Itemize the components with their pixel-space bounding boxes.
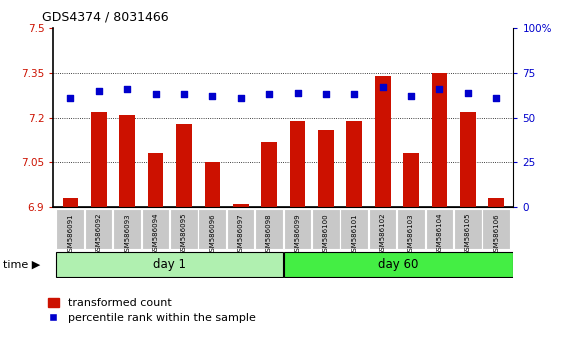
- Bar: [489, 198, 504, 207]
- Text: GSM586095: GSM586095: [181, 213, 187, 256]
- Bar: [57, 252, 283, 278]
- Point: [208, 93, 217, 99]
- Bar: [170, 209, 197, 249]
- Bar: [57, 209, 84, 249]
- Bar: [233, 204, 249, 207]
- Point: [66, 95, 75, 101]
- Point: [151, 92, 160, 97]
- Point: [492, 95, 501, 101]
- Text: GSM586104: GSM586104: [436, 213, 443, 256]
- Bar: [119, 115, 135, 207]
- Point: [435, 86, 444, 92]
- Bar: [62, 198, 78, 207]
- Bar: [312, 209, 339, 249]
- Point: [378, 85, 387, 90]
- Bar: [261, 142, 277, 207]
- Text: GSM586103: GSM586103: [408, 213, 414, 256]
- Bar: [369, 209, 396, 249]
- Bar: [284, 252, 513, 278]
- Bar: [289, 121, 305, 207]
- Bar: [113, 209, 141, 249]
- Bar: [284, 209, 311, 249]
- Text: GSM586100: GSM586100: [323, 213, 329, 256]
- Point: [265, 92, 274, 97]
- Bar: [205, 162, 220, 207]
- Bar: [426, 209, 453, 249]
- Bar: [255, 209, 283, 249]
- Text: GSM586097: GSM586097: [238, 213, 243, 256]
- Text: GSM586099: GSM586099: [295, 213, 301, 256]
- Bar: [148, 153, 163, 207]
- Text: GSM586105: GSM586105: [465, 213, 471, 256]
- Bar: [375, 76, 390, 207]
- Bar: [431, 73, 447, 207]
- Text: GSM586091: GSM586091: [67, 213, 73, 256]
- Bar: [454, 209, 481, 249]
- Text: GSM586106: GSM586106: [493, 213, 499, 256]
- Bar: [227, 209, 254, 249]
- Text: day 1: day 1: [153, 258, 186, 271]
- Point: [94, 88, 103, 94]
- Text: time ▶: time ▶: [3, 260, 40, 270]
- Point: [293, 90, 302, 96]
- Bar: [403, 153, 419, 207]
- Legend: transformed count, percentile rank within the sample: transformed count, percentile rank withi…: [48, 298, 255, 323]
- Bar: [318, 130, 334, 207]
- Point: [236, 95, 245, 101]
- Bar: [347, 121, 362, 207]
- Bar: [199, 209, 226, 249]
- Bar: [85, 209, 112, 249]
- Point: [407, 93, 416, 99]
- Text: GSM586101: GSM586101: [351, 213, 357, 256]
- Text: day 60: day 60: [378, 258, 419, 271]
- Bar: [176, 124, 192, 207]
- Bar: [460, 112, 476, 207]
- Point: [123, 86, 132, 92]
- Text: GDS4374 / 8031466: GDS4374 / 8031466: [42, 10, 169, 23]
- Bar: [91, 112, 107, 207]
- Text: GSM586093: GSM586093: [124, 213, 130, 256]
- Point: [350, 92, 359, 97]
- Text: GSM586094: GSM586094: [153, 213, 159, 256]
- Bar: [141, 209, 169, 249]
- Text: GSM586098: GSM586098: [266, 213, 272, 256]
- Point: [180, 92, 188, 97]
- Point: [463, 90, 472, 96]
- Text: GSM586102: GSM586102: [380, 213, 386, 256]
- Bar: [482, 209, 510, 249]
- Bar: [397, 209, 425, 249]
- Bar: [341, 209, 368, 249]
- Point: [321, 92, 330, 97]
- Text: GSM586096: GSM586096: [209, 213, 215, 256]
- Text: GSM586092: GSM586092: [96, 213, 102, 256]
